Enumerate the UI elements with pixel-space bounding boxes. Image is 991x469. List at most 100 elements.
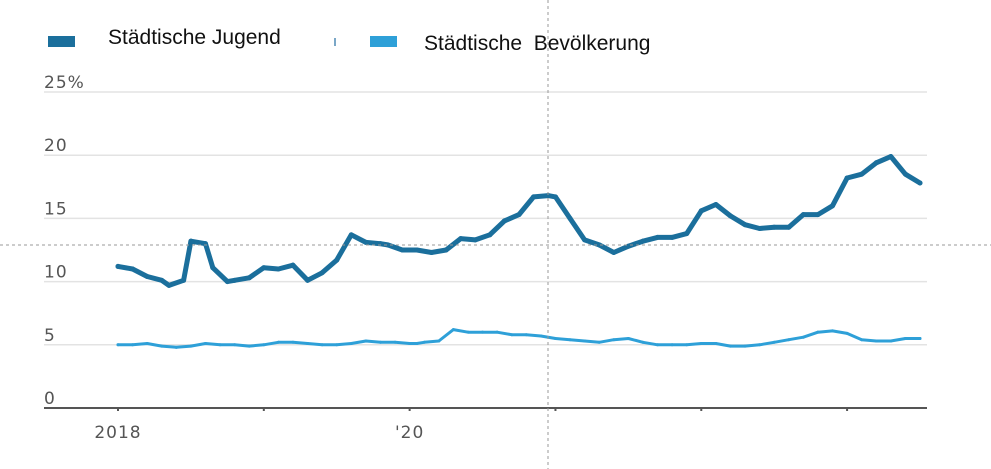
data-point [181,277,187,283]
data-point [116,343,120,347]
data-point [472,237,478,243]
data-point [917,180,923,186]
data-point [131,343,135,347]
x-tick-label: 2018 [94,423,141,443]
legend-label-bevoelkerung: Städtische Bevölkerung [424,32,651,55]
data-point [918,336,922,340]
data-point [786,224,792,230]
data-point [844,175,850,181]
data-point [218,343,222,347]
x-axis [44,407,927,411]
data-point [130,266,136,272]
data-point [568,338,572,342]
data-point [582,237,588,243]
data-point [261,265,267,271]
data-point [553,336,557,340]
data-point [363,239,369,245]
data-point [385,242,391,248]
data-point [487,232,493,238]
data-point [422,340,426,344]
data-point [640,238,646,244]
data-point [641,340,645,344]
legend-swatch-jugend [48,36,75,47]
data-point [408,342,412,346]
data-point [699,342,703,346]
data-point [429,250,435,256]
data-point [596,242,602,248]
data-point [275,266,281,272]
data-point [495,330,499,334]
data-point [713,201,719,207]
data-point [232,277,238,283]
data-point [597,340,601,344]
data-point [552,194,558,200]
data-point [262,343,266,347]
legend-swatch-bevoelkerung [370,36,397,47]
data-point [830,203,836,209]
data-point [889,339,893,343]
data-point [771,224,777,230]
data-point [224,279,230,285]
data-point [247,344,251,348]
data-point [159,277,165,283]
data-point [415,342,419,346]
data-point [902,171,908,177]
legend-label-jugend: Städtische Jugend [108,26,281,49]
data-point [873,160,879,166]
data-point [626,336,630,340]
data-point [612,338,616,342]
data-point [684,231,690,237]
data-point [399,247,405,253]
data-point [189,344,193,348]
series-line-0 [115,154,923,288]
data-point [443,247,449,253]
data-point [166,282,172,288]
gridlines [44,91,927,346]
data-point [743,344,747,348]
data-point [349,342,353,346]
data-point [437,339,441,343]
data-point [145,342,149,346]
data-point [815,212,821,218]
y-tick-label: 25% [44,73,85,93]
x-tick-labels: 2018 '20 [94,423,423,443]
data-point [714,342,718,346]
data-point [481,330,485,334]
data-point [816,330,820,334]
data-point [859,171,865,177]
data-point [757,226,763,232]
data-point [393,340,397,344]
data-point [364,339,368,343]
legend-separator [334,38,336,46]
data-point [874,339,878,343]
data-point [320,343,324,347]
data-point [531,194,537,200]
data-point [742,222,748,228]
data-point [698,208,704,214]
data-point [888,153,894,159]
data-point [246,275,252,281]
data-point [524,333,528,337]
data-point [655,234,661,240]
data-point [728,344,732,348]
data-point [115,263,121,269]
data-point [348,232,354,238]
y-tick-label: 20 [44,136,68,156]
data-point [545,193,551,199]
data-point [772,340,776,344]
data-point [378,340,382,344]
data-point [758,343,762,347]
data-point [203,342,207,346]
data-point [656,343,660,347]
data-point [583,339,587,343]
data-point [831,329,835,333]
y-tick-label: 15 [44,199,68,219]
data-point [669,234,675,240]
data-point [801,335,805,339]
data-point [319,270,325,276]
y-tick-label: 0 [44,389,56,409]
data-point [334,257,340,263]
data-point [611,250,617,256]
